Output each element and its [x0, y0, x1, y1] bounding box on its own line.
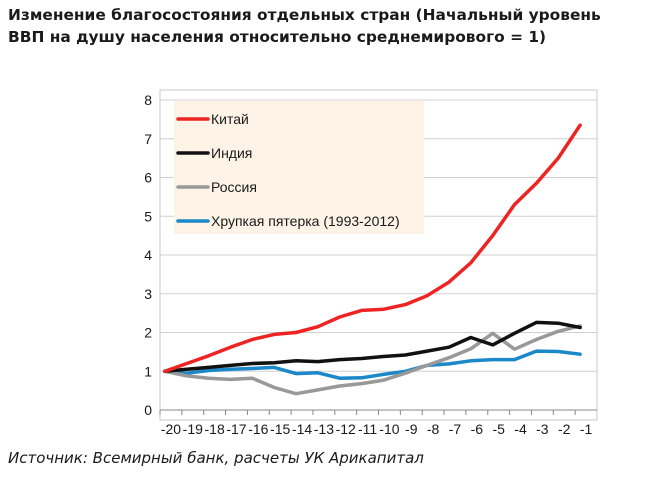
x-tick-label: -11	[358, 421, 377, 437]
x-tick-label: -10	[379, 421, 399, 437]
x-tick-label: -17	[226, 421, 246, 437]
legend-label: Хрупкая пятерка (1993-2012)	[211, 213, 400, 229]
series-lines	[163, 123, 582, 396]
legend: Китай Индия Россия Хрупкая пятерка (1993-20…	[174, 101, 424, 234]
x-tick-label: -19	[183, 421, 203, 437]
x-tick-label: -12	[336, 421, 356, 437]
x-tick-label: -7	[449, 421, 462, 437]
y-tick-label: 1	[144, 363, 152, 379]
source-note: Источник: Всемирный банк, расчеты УК Ари…	[8, 449, 424, 467]
chart-title-line-1: Изменение благосостояния отдельных стран…	[8, 6, 601, 24]
y-tick-label: 8	[144, 92, 152, 108]
x-tick-label: -2	[558, 421, 571, 437]
legend-label: Индия	[211, 145, 252, 161]
legend-label: Россия	[211, 179, 257, 195]
x-tick-label: -14	[292, 421, 312, 437]
x-tick-label: -3	[536, 421, 549, 437]
x-tick-label: -8	[427, 421, 440, 437]
x-tick-label: -9	[405, 421, 418, 437]
y-tick-label: 3	[144, 286, 152, 302]
legend-box	[174, 101, 424, 234]
x-tick-label: -6	[471, 421, 484, 437]
x-tick-label: -18	[205, 421, 225, 437]
x-tick-label: -13	[314, 421, 334, 437]
y-tick-label: 4	[144, 247, 152, 263]
series-line-китай	[163, 123, 582, 374]
x-tick-label: -16	[248, 421, 268, 437]
series-line-россия	[163, 324, 582, 396]
legend-label: Китай	[211, 111, 249, 127]
series-line-хрупкая	[163, 349, 582, 380]
chart-title: Изменение благосостояния отдельных стран…	[8, 4, 644, 48]
x-tick-label: -15	[270, 421, 290, 437]
y-tick-label: 2	[144, 325, 152, 341]
chart-title-line-2: ВВП на душу населения относительно средн…	[8, 28, 547, 46]
series-line-индия	[163, 320, 582, 374]
x-tick-label: -5	[492, 421, 505, 437]
x-tick-label: -4	[514, 421, 527, 437]
y-tick-label: 6	[144, 170, 152, 186]
x-tick-label: -1	[580, 421, 593, 437]
y-tick-label: 0	[144, 402, 152, 418]
x-tick-label: -20	[161, 421, 181, 437]
y-tick-label: 7	[144, 131, 152, 147]
y-tick-label: 5	[144, 208, 152, 224]
